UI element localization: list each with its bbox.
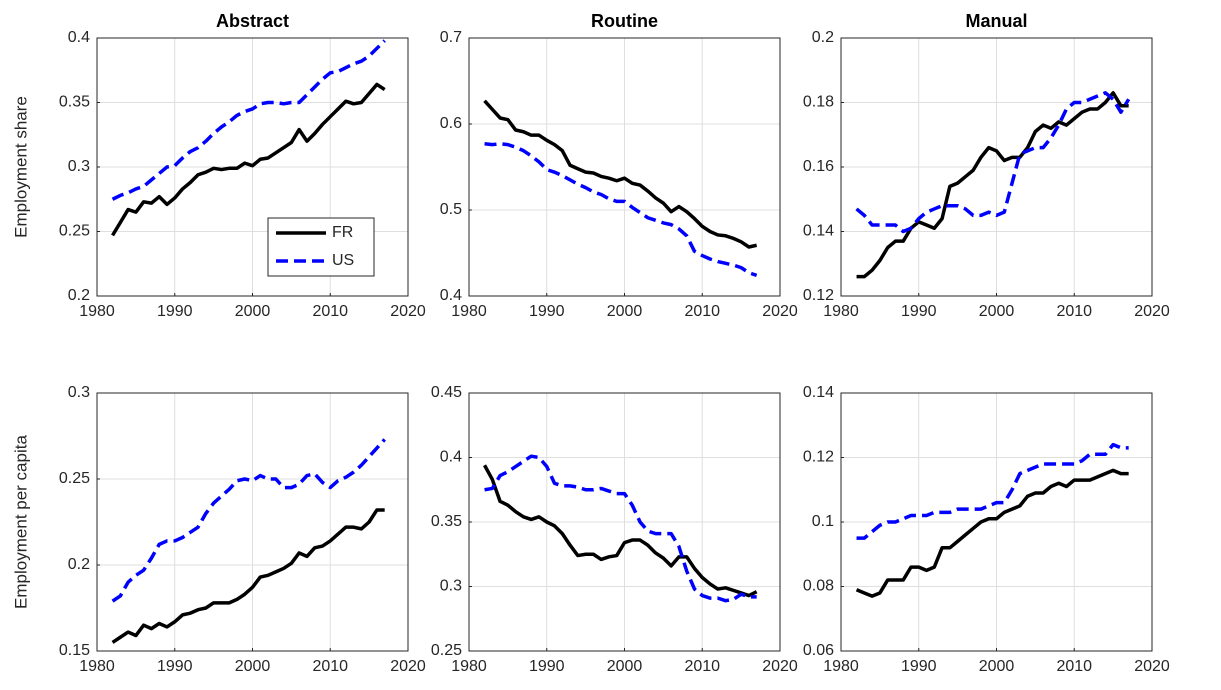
legend: FR US	[267, 217, 375, 277]
series-line	[111, 82, 386, 237]
x-tick-label: 2000	[607, 303, 643, 320]
x-tick-label: 1980	[79, 303, 115, 320]
y-tick-label: 0.3	[68, 384, 90, 401]
x-tick-label: 1990	[529, 303, 565, 320]
x-tick-label: 2000	[235, 658, 271, 675]
axes-box	[468, 37, 781, 297]
series-line	[484, 142, 758, 278]
series-line	[855, 468, 1129, 598]
y-tick-label: 0.18	[803, 94, 834, 111]
y-tick-label: 0.12	[803, 287, 834, 304]
x-tick-label: 2020	[390, 303, 426, 320]
x-tick-label: 1980	[823, 658, 859, 675]
x-tick-label: 1990	[157, 658, 193, 675]
series-line	[855, 91, 1131, 234]
series-line	[483, 99, 758, 249]
y-tick-label: 0.4	[68, 29, 90, 46]
x-tick-label: 2010	[312, 658, 348, 675]
y-tick-label: 0.12	[803, 449, 834, 466]
x-tick-label: 2000	[979, 303, 1015, 320]
x-tick-label: 1980	[451, 303, 487, 320]
y-axis-label: Employment share	[11, 96, 30, 238]
x-tick-label: 1980	[823, 303, 859, 320]
y-tick-label: 0.3	[68, 158, 90, 175]
y-tick-label: 0.7	[440, 29, 462, 46]
subplot-title: Routine	[591, 11, 658, 31]
x-tick-label: 1990	[529, 658, 565, 675]
axes-box	[96, 392, 409, 652]
y-tick-label: 0.25	[431, 642, 462, 659]
y-tick-label: 0.35	[431, 513, 462, 530]
legend-label: FR	[332, 224, 353, 241]
y-tick-label: 0.6	[440, 115, 462, 132]
x-tick-label: 2020	[390, 658, 426, 675]
x-tick-label: 2020	[1134, 658, 1170, 675]
panel: 1980 1990 2000 2010 2020 0.15 0.2 0.25 0.3 Employ…	[11, 384, 425, 675]
y-tick-label: 0.1	[812, 513, 834, 530]
series-line	[483, 464, 758, 598]
panel: 1980 1990 2000 2010 2020 0.2 0.25 0.3 0.35 0.4 Abs…	[11, 11, 425, 320]
x-tick-label: 2000	[607, 658, 643, 675]
x-tick-label: 1990	[901, 303, 937, 320]
axes-box	[840, 37, 1153, 297]
panel: 1980 1990 2000 2010 2020 0.25 0.3 0.35 0.4 0.45	[431, 384, 798, 675]
x-tick-label: 2020	[1134, 303, 1170, 320]
x-tick-label: 2010	[1056, 658, 1092, 675]
x-tick-label: 2020	[762, 658, 798, 675]
x-tick-label: 1980	[79, 658, 115, 675]
y-tick-label: 0.2	[812, 29, 834, 46]
y-tick-label: 0.06	[803, 642, 834, 659]
y-tick-label: 0.45	[431, 384, 462, 401]
y-tick-label: 0.2	[68, 556, 90, 573]
panel: 1980 1990 2000 2010 2020 0.12 0.14 0.16 0.18 0.2 M…	[803, 11, 1170, 320]
panel: 1980 1990 2000 2010 2020 0.06 0.08 0.1 0.12 0.14	[803, 384, 1170, 675]
y-tick-label: 0.5	[440, 201, 462, 218]
x-tick-label: 2000	[235, 303, 271, 320]
subplot-title: Abstract	[216, 11, 289, 31]
y-tick-label: 0.08	[803, 578, 834, 595]
x-tick-label: 1980	[451, 658, 487, 675]
y-tick-label: 0.25	[59, 223, 90, 240]
axes-box	[840, 392, 1153, 652]
axes-box	[468, 392, 781, 652]
legend-box	[267, 217, 375, 277]
y-tick-label: 0.14	[803, 384, 834, 401]
subplot-title: Manual	[965, 11, 1027, 31]
y-tick-label: 0.25	[59, 470, 90, 487]
series-line	[856, 442, 1129, 540]
series-line	[856, 91, 1129, 279]
x-tick-label: 1990	[901, 658, 937, 675]
y-tick-label: 0.16	[803, 158, 834, 175]
series-line	[111, 39, 386, 201]
y-axis-label: Employment per capita	[11, 435, 30, 609]
axes-box	[96, 37, 409, 297]
series-line	[111, 438, 386, 603]
panel: 1980 1990 2000 2010 2020 0.4 0.5 0.6 0.7 Routine	[440, 11, 798, 320]
x-tick-label: 1990	[157, 303, 193, 320]
y-tick-label: 0.15	[59, 642, 90, 659]
x-tick-label: 2010	[312, 303, 348, 320]
y-tick-label: 0.4	[440, 287, 462, 304]
series-line	[484, 454, 757, 603]
y-tick-label: 0.35	[59, 94, 90, 111]
y-tick-label: 0.4	[440, 449, 462, 466]
legend-label: US	[332, 252, 354, 269]
y-tick-label: 0.3	[440, 578, 462, 595]
y-tick-label: 0.2	[68, 287, 90, 304]
y-tick-label: 0.14	[803, 223, 834, 240]
x-tick-label: 2010	[684, 303, 720, 320]
x-tick-label: 2000	[979, 658, 1015, 675]
x-tick-label: 2010	[1056, 303, 1092, 320]
series-line	[111, 508, 385, 644]
x-tick-label: 2020	[762, 303, 798, 320]
x-tick-label: 2010	[684, 658, 720, 675]
